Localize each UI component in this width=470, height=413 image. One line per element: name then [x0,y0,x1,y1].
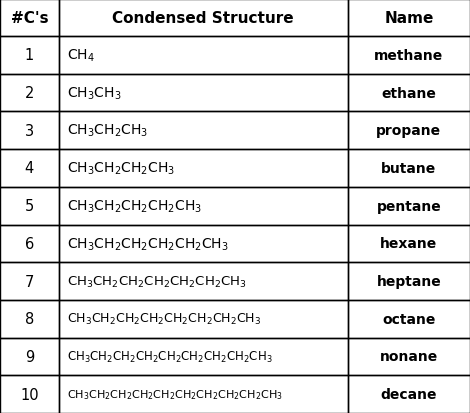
Bar [348,0,470,37]
Bar [0,375,59,413]
Bar [0,263,59,300]
Bar [0,300,59,338]
Bar [348,300,470,338]
Text: 2: 2 [25,86,34,101]
Text: Name: Name [384,11,434,26]
Bar [348,150,470,188]
Bar [59,300,348,338]
Text: $\mathregular{CH_{3}CH_{2}CH_{2}CH_{2}CH_{2}CH_{2}CH_{2}CH_{3}}$: $\mathregular{CH_{3}CH_{2}CH_{2}CH_{2}CH… [67,311,261,327]
Bar [59,375,348,413]
Bar [59,0,348,37]
Bar [0,150,59,188]
Bar [0,338,59,375]
Text: methane: methane [374,49,444,63]
Text: 10: 10 [20,387,39,402]
Bar [348,225,470,263]
Bar [0,37,59,74]
Text: 5: 5 [25,199,34,214]
Bar [348,74,470,112]
Text: Condensed Structure: Condensed Structure [112,11,294,26]
Bar [348,37,470,74]
Text: $\mathregular{CH_{3}CH_{2}CH_{2}CH_{3}}$: $\mathregular{CH_{3}CH_{2}CH_{2}CH_{3}}$ [67,160,175,177]
Text: $\mathregular{CH_{3}CH_{2}CH_{2}CH_{2}CH_{2}CH_{3}}$: $\mathregular{CH_{3}CH_{2}CH_{2}CH_{2}CH… [67,235,228,252]
Text: 1: 1 [25,48,34,63]
Text: $\mathregular{CH_{3}CH_{2}CH_{2}CH_{2}CH_{2}CH_{2}CH_{3}}$: $\mathregular{CH_{3}CH_{2}CH_{2}CH_{2}CH… [67,274,247,289]
Bar [0,74,59,112]
Text: 6: 6 [25,236,34,251]
Bar [59,225,348,263]
Text: nonane: nonane [380,349,438,363]
Bar [59,150,348,188]
Bar [0,225,59,263]
Text: $\mathregular{CH_{3}CH_{2}CH_{2}CH_{2}CH_{3}}$: $\mathregular{CH_{3}CH_{2}CH_{2}CH_{2}CH… [67,198,202,214]
Bar [0,112,59,150]
Bar [0,188,59,225]
Bar [348,112,470,150]
Text: $\mathregular{CH_{3}CH_{2}CH_{3}}$: $\mathregular{CH_{3}CH_{2}CH_{3}}$ [67,123,148,139]
Text: butane: butane [381,161,437,176]
Text: heptane: heptane [376,274,441,288]
Bar [59,74,348,112]
Text: decane: decane [381,387,437,401]
Text: $\mathregular{CH_{3}CH_{2}CH_{2}CH_{2}CH_{2}CH_{2}CH_{2}CH_{2}CH_{3}}$: $\mathregular{CH_{3}CH_{2}CH_{2}CH_{2}CH… [67,349,273,364]
Bar [59,338,348,375]
Text: 7: 7 [25,274,34,289]
Text: 9: 9 [25,349,34,364]
Bar [348,375,470,413]
Bar [348,263,470,300]
Bar [59,263,348,300]
Bar [59,37,348,74]
Text: $\mathregular{CH_{3}CH_{2}CH_{2}CH_{2}CH_{2}CH_{2}CH_{2}CH_{2}CH_{2}CH_{3}}$: $\mathregular{CH_{3}CH_{2}CH_{2}CH_{2}CH… [67,387,282,401]
Text: #C's: #C's [10,11,48,26]
Text: 4: 4 [25,161,34,176]
Text: octane: octane [382,312,436,326]
Bar [348,338,470,375]
Text: propane: propane [376,124,441,138]
Text: 8: 8 [25,311,34,326]
Text: 3: 3 [25,123,34,138]
Bar [348,188,470,225]
Bar [59,188,348,225]
Bar [0,0,59,37]
Text: pentane: pentane [376,199,441,213]
Text: $\mathregular{CH_{3}CH_{3}}$: $\mathregular{CH_{3}CH_{3}}$ [67,85,121,102]
Text: $\mathregular{CH_{4}}$: $\mathregular{CH_{4}}$ [67,47,94,64]
Text: ethane: ethane [382,86,436,100]
Text: hexane: hexane [380,237,438,251]
Bar [59,112,348,150]
